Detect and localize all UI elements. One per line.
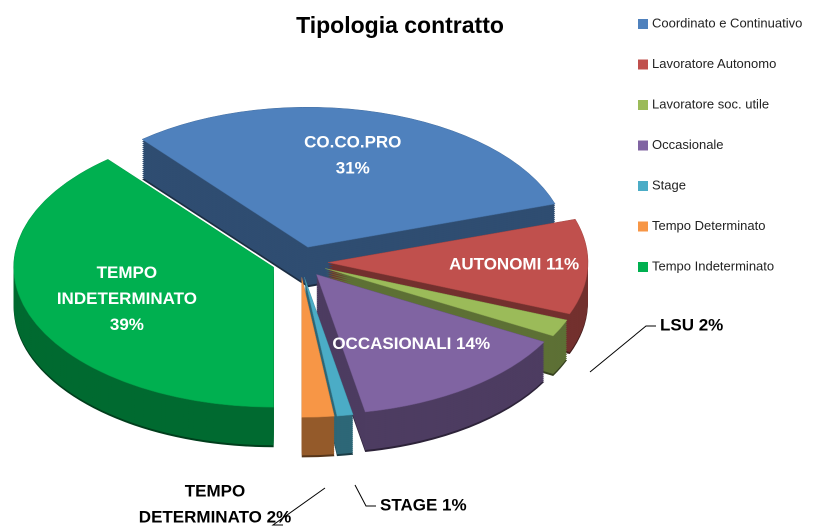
legend-swatch [638, 140, 648, 151]
legend-label: Coordinato e Continuativo [652, 15, 802, 30]
pie-slice [301, 277, 335, 418]
data-label: CO.CO.PRO [304, 132, 401, 151]
chart-title: Tipologia contratto [296, 12, 504, 38]
data-label: 31% [336, 158, 370, 177]
leader-line [354, 484, 376, 507]
data-label: 39% [110, 315, 144, 334]
legend-label: Stage [652, 177, 686, 192]
legend-label: Tempo Indeterminato [652, 258, 774, 273]
legend-swatch [638, 59, 648, 70]
leader-line [271, 487, 326, 526]
data-label: TEMPO [97, 263, 157, 282]
data-label: LSU 2% [660, 315, 723, 334]
pie-slice [13, 159, 274, 408]
data-label: INDETERMINATO [57, 289, 197, 308]
pie-slice [141, 107, 556, 248]
leader-line [589, 325, 656, 373]
legend-label: Lavoratore soc. utile [652, 96, 769, 111]
legend-swatch [638, 262, 648, 272]
data-label: STAGE 1% [380, 495, 467, 514]
legend-label: Lavoratore Autonomo [652, 56, 776, 71]
legend-swatch [638, 181, 648, 191]
pie-slice [325, 268, 568, 337]
data-label: DETERMINATO 2% [139, 507, 291, 526]
data-label: AUTONOMI 11% [449, 255, 579, 274]
legend-swatch [638, 19, 648, 29]
legend-label: Occasionale [652, 137, 724, 152]
slice [301, 277, 335, 458]
pie-slice [327, 218, 589, 315]
legend-swatch [638, 221, 648, 232]
slice [13, 159, 274, 448]
data-label: OCCASIONALI 14% [332, 334, 490, 353]
pie-slice [316, 274, 545, 413]
pie-slice [304, 277, 354, 417]
slice [316, 274, 545, 452]
data-label: TEMPO [185, 481, 245, 500]
legend-label: Tempo Determinato [652, 218, 765, 233]
legend-swatch [638, 100, 648, 110]
